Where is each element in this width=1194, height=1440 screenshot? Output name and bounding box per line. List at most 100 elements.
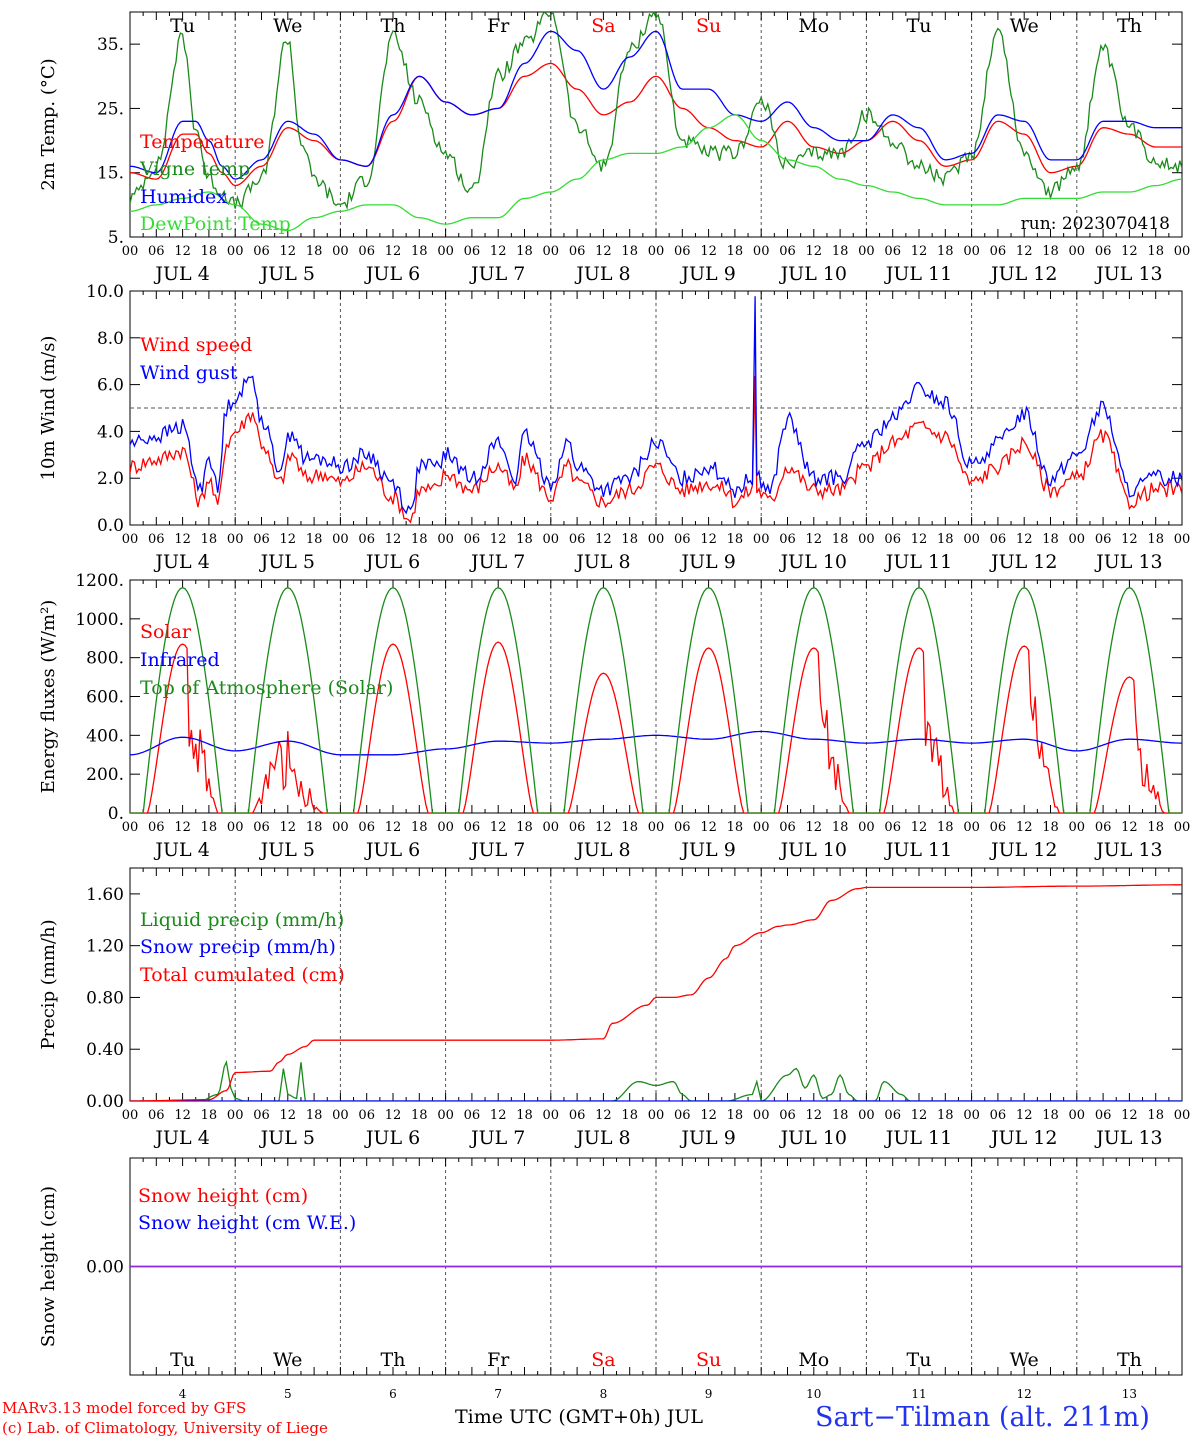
date-label: JUL 5 <box>259 263 315 285</box>
hour-label: 12 <box>1016 532 1033 547</box>
weekday-label: Fr <box>487 15 510 37</box>
date-label: JUL 13 <box>1094 1127 1162 1149</box>
hour-label: 18 <box>1147 820 1164 835</box>
hour-label: 18 <box>201 820 218 835</box>
date-label: JUL 10 <box>779 263 847 285</box>
hour-label: 12 <box>595 1108 612 1123</box>
weekday-label: Th <box>381 1349 406 1371</box>
hour-label: 00 <box>437 244 454 259</box>
legend-label: Snow height (cm) <box>138 1185 308 1207</box>
date-label: JUL 4 <box>153 1127 209 1149</box>
y-tick-label: 35. <box>97 35 124 55</box>
hour-label: 06 <box>674 244 691 259</box>
y-tick-label: 1.60 <box>86 885 124 905</box>
y-tick-label: 0.80 <box>86 988 124 1008</box>
hour-label: 00 <box>1174 820 1191 835</box>
hour-label: 18 <box>1042 244 1059 259</box>
date-label: JUL 7 <box>469 1127 525 1149</box>
weekday-label: We <box>273 15 302 37</box>
series-line <box>130 30 1182 180</box>
weekday-label: Su <box>696 15 721 37</box>
date-label: JUL 12 <box>989 263 1057 285</box>
hour-label: 18 <box>201 1108 218 1123</box>
date-label: JUL 9 <box>679 551 735 573</box>
hour-label: 12 <box>280 532 297 547</box>
date-label: JUL 5 <box>259 839 315 861</box>
hour-label: 12 <box>490 820 507 835</box>
hour-label: 00 <box>1174 244 1191 259</box>
hour-label: 18 <box>621 1108 638 1123</box>
y-tick-label: 600. <box>86 688 124 708</box>
panel-2 <box>129 290 1183 526</box>
hour-label: 06 <box>779 532 796 547</box>
date-label: JUL 7 <box>469 839 525 861</box>
date-label: JUL 8 <box>574 839 630 861</box>
hour-label: 12 <box>1016 1108 1033 1123</box>
hour-label: 06 <box>358 820 375 835</box>
hour-label: 12 <box>1016 820 1033 835</box>
hour-label: 12 <box>280 244 297 259</box>
date-label: JUL 13 <box>1094 263 1162 285</box>
plot-frame <box>129 11 1183 238</box>
weekday-label: Tu <box>907 1349 932 1371</box>
y-tick-label: 800. <box>86 649 124 669</box>
lab-credit: (c) Lab. of Climatology, University of L… <box>2 1419 328 1437</box>
day-number: 7 <box>494 1387 502 1401</box>
date-label: JUL 6 <box>364 1127 420 1149</box>
date-label: JUL 11 <box>884 551 952 573</box>
hour-label: 12 <box>385 532 402 547</box>
hour-label: 06 <box>990 1108 1007 1123</box>
hour-label: 18 <box>727 820 744 835</box>
weekday-label: Th <box>1117 15 1142 37</box>
series-line <box>130 12 1182 210</box>
hour-label: 06 <box>1095 1108 1112 1123</box>
run-annotation: run: 2023070418 <box>1021 214 1170 234</box>
hour-label: 18 <box>937 532 954 547</box>
y-axis-label: Energy fluxes (W/m²) <box>38 600 59 794</box>
hour-label: 06 <box>1095 820 1112 835</box>
hour-label: 00 <box>963 1108 980 1123</box>
legend-label: Solar <box>140 621 192 643</box>
day-number: 10 <box>806 1387 821 1401</box>
y-tick-label: 200. <box>86 765 124 785</box>
hour-label: 12 <box>490 244 507 259</box>
date-label: JUL 12 <box>989 1127 1057 1149</box>
hour-label: 06 <box>148 532 165 547</box>
hour-label: 18 <box>727 1108 744 1123</box>
date-label: JUL 8 <box>574 263 630 285</box>
date-label: JUL 6 <box>364 263 420 285</box>
y-tick-label: 15. <box>97 164 124 184</box>
y-tick-label: 0.40 <box>86 1040 124 1060</box>
hour-label: 12 <box>174 820 191 835</box>
hour-label: 18 <box>306 532 323 547</box>
hour-label: 00 <box>332 820 349 835</box>
hour-label: 06 <box>674 820 691 835</box>
y-tick-label: 4.0 <box>97 422 124 442</box>
day-number: 11 <box>911 1387 926 1401</box>
hour-label: 00 <box>1174 532 1191 547</box>
y-tick-label: 400. <box>86 726 124 746</box>
hour-label: 18 <box>306 244 323 259</box>
hour-label: 12 <box>700 244 717 259</box>
hour-label: 12 <box>700 532 717 547</box>
weekday-label: Mo <box>798 1349 829 1371</box>
hour-label: 06 <box>253 820 270 835</box>
date-label: JUL 10 <box>779 839 847 861</box>
station-name: Sart−Tilman (alt. 211m) <box>815 1402 1150 1433</box>
hour-label: 18 <box>832 244 849 259</box>
hour-label: 06 <box>990 820 1007 835</box>
date-label: JUL 11 <box>884 839 952 861</box>
date-label: JUL 4 <box>153 263 209 285</box>
date-label: JUL 12 <box>989 551 1057 573</box>
hour-label: 12 <box>911 532 928 547</box>
hour-label: 06 <box>148 1108 165 1123</box>
weekday-label: Tu <box>170 1349 195 1371</box>
weekday-label: Th <box>1117 1349 1142 1371</box>
hour-label: 00 <box>858 244 875 259</box>
date-label: JUL 13 <box>1094 551 1162 573</box>
hour-label: 00 <box>858 532 875 547</box>
hour-label: 00 <box>227 1108 244 1123</box>
hour-label: 18 <box>516 1108 533 1123</box>
date-label: JUL 5 <box>259 1127 315 1149</box>
hour-label: 12 <box>806 820 823 835</box>
